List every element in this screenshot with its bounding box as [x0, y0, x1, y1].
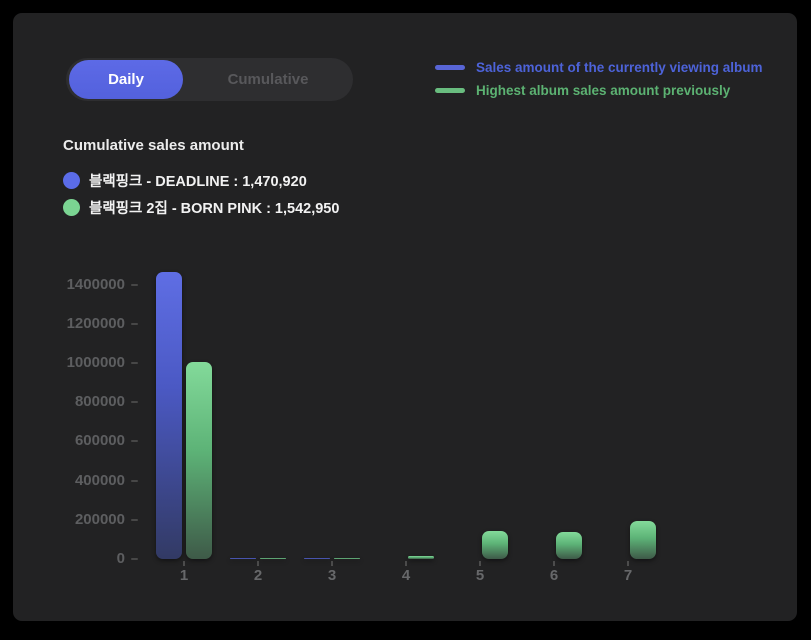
green-line-icon — [435, 88, 465, 93]
tab-daily[interactable]: Daily — [69, 60, 183, 99]
blue-dot-icon — [63, 171, 80, 189]
y-axis-tick — [131, 362, 138, 364]
bar-blue-day-3[interactable] — [304, 557, 330, 559]
bar-green-day-4[interactable] — [408, 556, 434, 559]
series-legend: Sales amount of the currently viewing al… — [435, 60, 763, 98]
x-axis-tick-4 — [405, 561, 407, 566]
tab-cumulative[interactable]: Cumulative — [183, 71, 353, 88]
y-axis-label-1000000: 1000000 — [66, 354, 125, 371]
bar-green-day-3[interactable] — [334, 557, 360, 559]
y-axis-tick — [131, 479, 138, 482]
y-axis-tick — [131, 401, 138, 404]
legend-previous-row: Highest album sales amount previously — [435, 83, 763, 98]
y-axis-tick — [131, 440, 138, 443]
album-legend: 블랙핑크 - DEADLINE : 1,470,920 블랙핑크 2집 - BO… — [63, 171, 340, 217]
x-axis-label-2: 2 — [253, 567, 263, 584]
legend-previous-label: Highest album sales amount previously — [476, 83, 731, 98]
album-deadline-label: 블랙핑크 - DEADLINE : 1,470,920 — [89, 173, 307, 190]
view-mode-toggle: Daily Cumulative — [66, 58, 353, 101]
y-axis-tick — [131, 283, 138, 286]
x-axis-tick-3 — [331, 561, 333, 566]
x-axis-tick-5 — [479, 561, 481, 566]
y-axis-label-600000: 600000 — [74, 432, 125, 450]
bar-green-day-7[interactable] — [630, 521, 656, 559]
bar-green-day-5[interactable] — [482, 530, 508, 559]
y-axis-label-1400000: 1400000 — [66, 275, 125, 293]
y-axis-label-1200000: 1200000 — [66, 314, 125, 332]
green-dot-icon — [63, 198, 80, 216]
x-axis-label-4: 4 — [401, 567, 411, 584]
bar-green-day-1[interactable] — [186, 362, 212, 559]
album-row-bornpink: 블랙핑크 2집 - BORN PINK : 1,542,950 — [63, 198, 340, 217]
bar-green-day-6[interactable] — [556, 531, 582, 559]
section-heading: Cumulative sales amount — [63, 137, 244, 154]
y-axis-tick — [131, 558, 138, 560]
x-axis-label-1: 1 — [179, 567, 189, 584]
y-axis-label-800000: 800000 — [74, 393, 125, 411]
dashboard-panel: Daily Cumulative Sales amount of the cur… — [13, 13, 797, 621]
y-axis-tick — [131, 322, 138, 325]
bar-blue-day-1[interactable] — [156, 272, 182, 559]
x-axis-tick-1 — [183, 561, 185, 566]
legend-current-row: Sales amount of the currently viewing al… — [435, 60, 763, 75]
bar-blue-day-2[interactable] — [230, 557, 256, 559]
x-axis-label-6: 6 — [549, 567, 559, 584]
x-axis-label-3: 3 — [327, 567, 337, 584]
legend-current-label: Sales amount of the currently viewing al… — [476, 60, 763, 75]
sales-bar-chart: 1400000 1200000 1000000 800000 600000 400000 2… — [13, 13, 797, 621]
album-bornpink-label: 블랙핑크 2집 - BORN PINK : 1,542,950 — [89, 200, 340, 217]
x-axis-tick-7 — [627, 561, 629, 566]
x-axis-label-7: 7 — [623, 567, 633, 584]
album-row-deadline: 블랙핑크 - DEADLINE : 1,470,920 — [63, 171, 339, 190]
y-axis-label-400000: 400000 — [74, 471, 125, 489]
x-axis-label-5: 5 — [475, 567, 485, 584]
blue-line-icon — [435, 65, 465, 70]
y-axis-label-0: 0 — [116, 550, 125, 567]
x-axis-tick-6 — [553, 561, 555, 566]
x-axis-tick-2 — [257, 561, 259, 566]
y-axis-label-200000: 200000 — [74, 510, 125, 528]
bar-green-day-2[interactable] — [260, 557, 286, 559]
y-axis-tick — [131, 518, 138, 521]
